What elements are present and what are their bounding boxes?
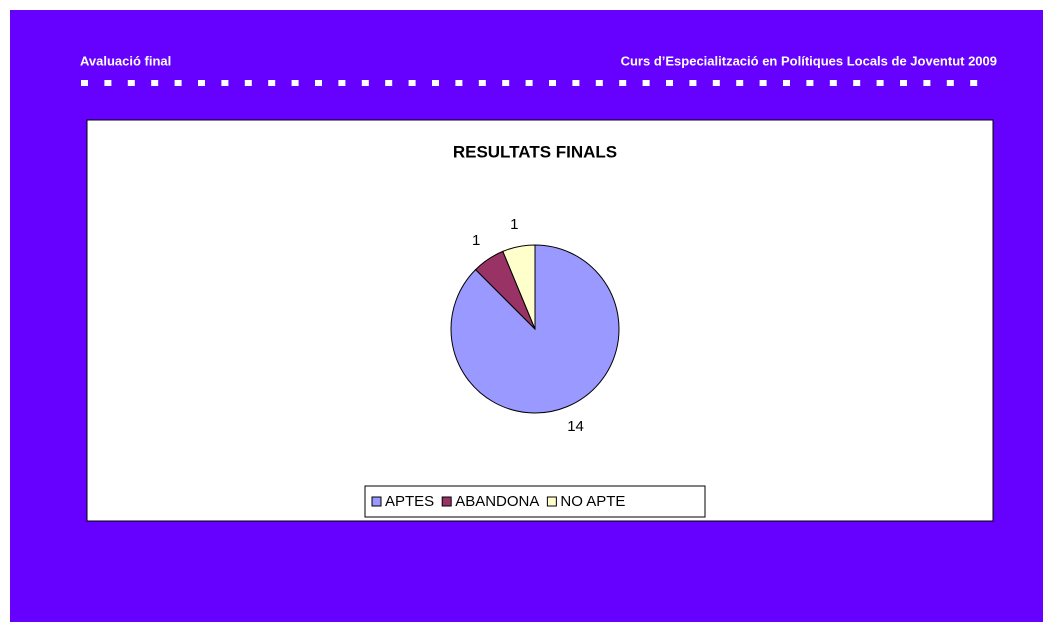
dot <box>268 80 276 86</box>
dot <box>923 80 931 86</box>
dot <box>221 80 229 86</box>
chart-title: RESULTATS FINALS <box>453 142 617 161</box>
data-label: 1 <box>472 232 480 249</box>
dot <box>104 80 112 86</box>
header-left: Avaluació final <box>80 53 171 68</box>
dot <box>806 80 814 86</box>
data-label: 14 <box>567 418 584 435</box>
dot <box>876 80 884 86</box>
dot <box>291 80 299 86</box>
legend-swatch <box>371 496 382 507</box>
header-right: Curs d’Especialització en Polítiques Loc… <box>621 53 997 68</box>
dot <box>853 80 861 86</box>
dot <box>642 80 650 86</box>
dot <box>338 80 346 86</box>
legend-label: NO APTE <box>560 493 625 510</box>
legend-swatch <box>441 496 452 507</box>
dot <box>127 80 135 86</box>
dotted-rule <box>81 80 978 86</box>
dot <box>946 80 954 86</box>
dot <box>619 80 627 86</box>
dot <box>712 80 720 86</box>
dot <box>478 80 486 86</box>
dot <box>900 80 907 86</box>
dot <box>315 80 322 86</box>
dot <box>970 80 978 86</box>
dot <box>385 80 393 86</box>
dot <box>81 80 88 86</box>
dot <box>783 80 790 86</box>
data-label: 1 <box>510 216 518 233</box>
dot <box>595 80 603 86</box>
dot <box>198 80 205 86</box>
dot <box>174 80 182 86</box>
pie-slice <box>502 244 536 330</box>
dot <box>736 80 744 86</box>
dot <box>525 80 533 86</box>
legend <box>364 485 706 518</box>
dot <box>244 80 252 86</box>
dot <box>408 80 416 86</box>
dot <box>502 80 510 86</box>
dot <box>759 80 767 86</box>
dot <box>572 80 580 86</box>
legend-swatch <box>546 496 557 507</box>
dot <box>455 80 463 86</box>
legend-label: APTES <box>385 493 434 510</box>
dot <box>549 80 556 86</box>
dot <box>361 80 369 86</box>
dot <box>151 80 159 86</box>
legend-label: ABANDONA <box>455 493 539 510</box>
dot <box>432 80 439 86</box>
dot <box>666 80 673 86</box>
dot <box>689 80 697 86</box>
dot <box>829 80 837 86</box>
